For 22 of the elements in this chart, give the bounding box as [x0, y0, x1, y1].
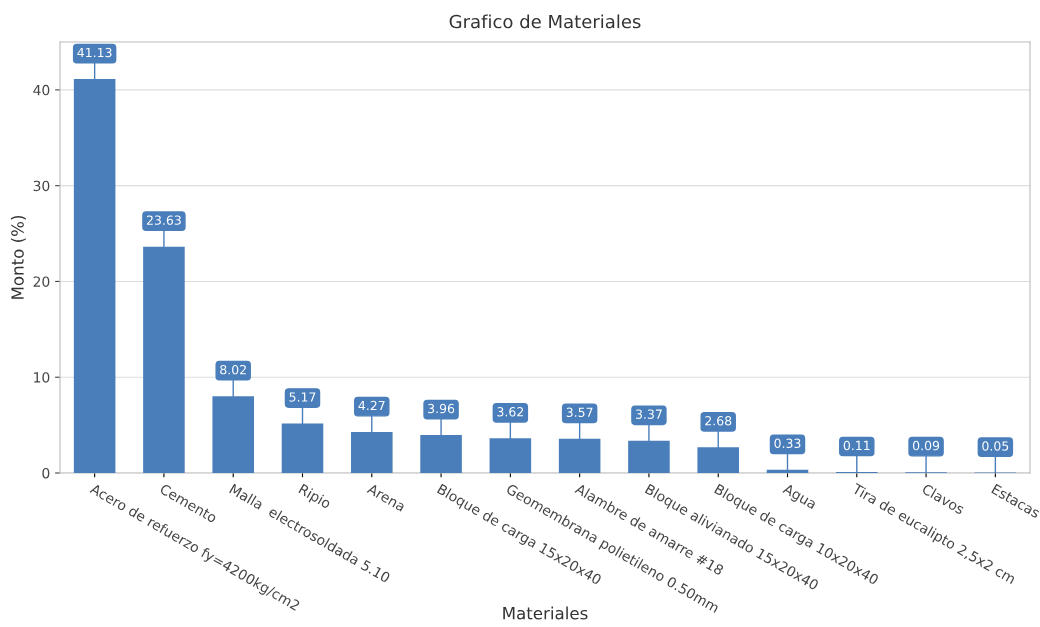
data-label: 0.09	[912, 440, 940, 451]
data-label: 3.37	[635, 409, 662, 419]
x-axis-title: Materiales	[503, 606, 588, 620]
data-label: 4.27	[358, 400, 385, 411]
y-tick-label: 20	[33, 276, 50, 287]
data-label: 0.05	[982, 441, 1009, 451]
chart-title: Grafico de Materiales	[449, 14, 641, 29]
data-label: 0.33	[774, 438, 801, 449]
data-label: 3.57	[566, 407, 593, 417]
data-label: 5.17	[289, 392, 316, 402]
data-label: 2.68	[705, 416, 732, 426]
data-label: 41.13	[77, 47, 112, 58]
data-label: 0.11	[843, 440, 870, 451]
data-label: 8.02	[220, 364, 246, 375]
data-label: 3.62	[497, 407, 524, 417]
y-tick-label: 10	[34, 372, 50, 383]
y-tick-label: 30	[33, 180, 50, 192]
y-tick-label: 0	[42, 467, 50, 479]
y-axis-title: Monto (%)	[10, 215, 26, 299]
data-label: 3.96	[428, 403, 455, 414]
data-label: 23.63	[146, 215, 181, 225]
y-tick-label: 40	[33, 84, 50, 96]
